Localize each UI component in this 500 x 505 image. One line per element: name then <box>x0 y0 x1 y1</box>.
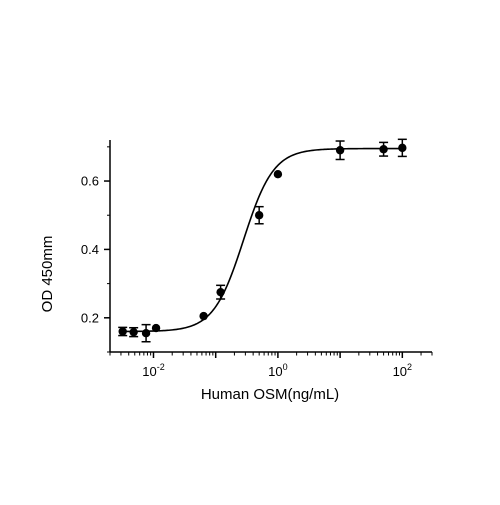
fit-curve <box>120 147 405 333</box>
axes <box>104 140 433 358</box>
data-point-10 <box>397 138 407 158</box>
data-marker <box>141 328 151 338</box>
x-tick-label-2: 102 <box>393 362 412 379</box>
data-marker <box>118 327 127 336</box>
data-point-4 <box>199 311 208 321</box>
x-tick-label-1: 100 <box>268 362 287 379</box>
data-point-5 <box>216 284 226 300</box>
fit-curve-layer <box>120 147 405 333</box>
y-tick-label: 0.4 <box>81 242 99 257</box>
data-marker <box>254 211 264 220</box>
data-marker <box>335 146 345 155</box>
data-point-1 <box>129 326 139 338</box>
data-marker <box>151 323 161 333</box>
data-point-2 <box>141 323 151 343</box>
data-point-0 <box>118 326 128 337</box>
y-axis-title: OD 450mm <box>39 236 56 313</box>
data-point-6 <box>254 205 264 225</box>
data-marker <box>398 143 407 153</box>
data-point-7 <box>273 169 283 179</box>
data-points-layer <box>118 138 407 343</box>
x-tick-label-0: 10-2 <box>142 362 164 379</box>
y-tick-label: 0.6 <box>81 174 99 189</box>
data-marker <box>273 169 283 179</box>
tick-labels-layer: 0.2 0.4 0.6 10-2 100 102 <box>81 174 412 379</box>
y-tick-label: 0.2 <box>81 310 99 325</box>
data-point-9 <box>379 141 389 157</box>
data-point-3 <box>151 323 161 333</box>
x-axis-title: Human OSM(ng/mL) <box>201 386 339 403</box>
data-marker <box>129 327 138 337</box>
data-marker <box>216 287 225 297</box>
data-point-8 <box>335 140 345 161</box>
data-marker <box>379 145 388 154</box>
data-marker <box>199 311 208 321</box>
